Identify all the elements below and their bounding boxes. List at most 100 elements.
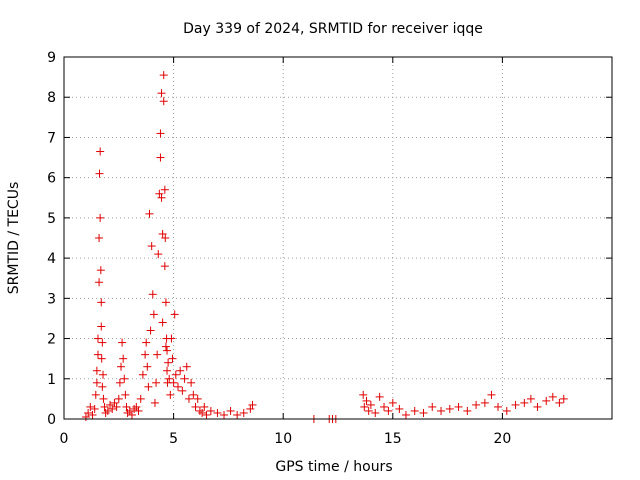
data-point [152,378,161,387]
data-point [395,404,404,413]
data-point [176,366,185,375]
data-point [134,406,143,415]
data-point [248,400,257,409]
grid [64,57,612,419]
data-point [122,402,131,411]
data-point [359,390,368,399]
y-tick-label: 9 [47,50,56,66]
data-point [168,354,177,363]
data-point [84,408,93,417]
data-point [98,382,107,391]
data-point [182,362,191,371]
data-point [362,396,371,405]
data-point [96,266,105,275]
y-tick-label: 4 [47,251,56,267]
data-point [96,213,105,222]
data-point [112,402,121,411]
data-point [388,398,397,407]
data-point [156,129,165,138]
data-point [93,350,102,359]
data-point [163,346,172,355]
data-point [101,408,110,417]
data-point [146,326,155,335]
data-point [371,408,380,417]
data-point [159,97,168,106]
y-tick-label: 6 [47,171,56,187]
y-tick-label: 3 [47,291,56,307]
data-point [155,189,164,198]
data-point [364,406,373,415]
data-point [526,394,535,403]
data-point [410,406,419,415]
x-tick-label: 10 [274,431,292,447]
data-point [86,402,95,411]
data-point [161,234,170,242]
data-point [95,234,104,242]
y-tick-label: 5 [47,211,56,227]
data-point [384,406,393,415]
y-tick-label: 0 [47,412,56,428]
data-point [220,410,229,419]
data-point [150,398,159,407]
data-points [81,71,568,423]
y-tick-label: 8 [47,90,56,106]
data-point [180,374,189,383]
data-point [123,408,132,417]
data-point [202,410,211,419]
data-point [548,392,557,401]
data-point [502,406,511,415]
data-point [148,290,157,299]
data-point [437,406,446,415]
data-point [360,402,369,411]
data-point [143,362,152,371]
data-point [103,406,112,415]
data-point [90,404,99,413]
data-point [198,408,207,417]
data-point [120,374,129,383]
data-point [520,398,529,407]
data-point [138,370,147,379]
data-point [463,406,472,415]
data-point [110,398,119,407]
data-point [161,342,170,351]
data-point [157,193,166,202]
data-point [191,402,200,411]
data-point [88,410,97,419]
data-point [136,394,145,403]
data-point [125,406,134,415]
data-point [189,390,198,399]
data-point [147,242,156,251]
data-point [165,374,174,383]
data-point [95,169,104,178]
data-point [246,404,255,413]
data-point [141,350,150,359]
data-point [106,400,115,409]
data-point [167,334,176,343]
data-point [81,412,90,421]
data-point [195,406,204,415]
data-point [99,370,108,379]
data-point [555,398,564,407]
data-point [97,322,106,331]
data-point [454,402,463,411]
data-point [130,404,139,413]
y-tick-label: 7 [47,130,56,146]
x-tick-label: 0 [60,431,69,447]
data-point [93,334,102,343]
chart-title: Day 339 of 2024, SRMTID for receiver iqq… [183,21,483,37]
data-point [445,404,454,413]
data-point [171,370,180,379]
data-point [154,250,163,259]
data-point [472,400,481,409]
data-point [97,298,106,307]
data-point [480,398,489,407]
data-point [114,394,123,403]
y-axis-label: SRMTID / TECUs [6,182,22,295]
data-point [144,382,153,391]
data-point [91,390,100,399]
data-point [118,338,127,347]
data-point [157,89,166,98]
data-point [160,262,169,271]
x-tick-label: 15 [384,431,402,447]
